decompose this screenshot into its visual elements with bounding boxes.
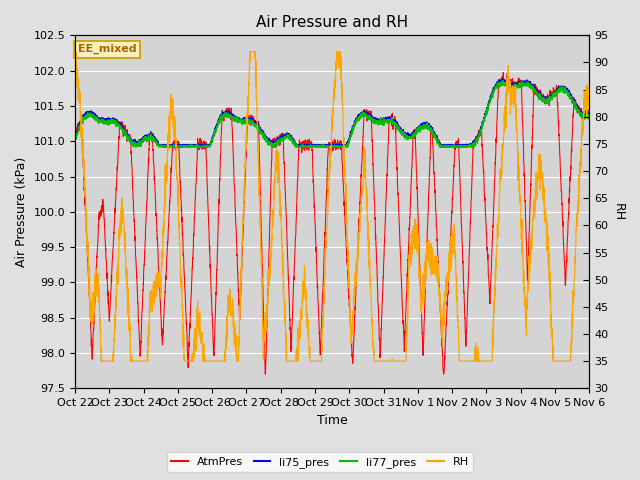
X-axis label: Time: Time xyxy=(317,414,348,427)
Y-axis label: Air Pressure (kPa): Air Pressure (kPa) xyxy=(15,156,28,267)
Legend: AtmPres, li75_pres, li77_pres, RH: AtmPres, li75_pres, li77_pres, RH xyxy=(166,452,474,472)
Title: Air Pressure and RH: Air Pressure and RH xyxy=(256,15,408,30)
Text: EE_mixed: EE_mixed xyxy=(77,44,136,54)
Y-axis label: RH: RH xyxy=(612,203,625,221)
